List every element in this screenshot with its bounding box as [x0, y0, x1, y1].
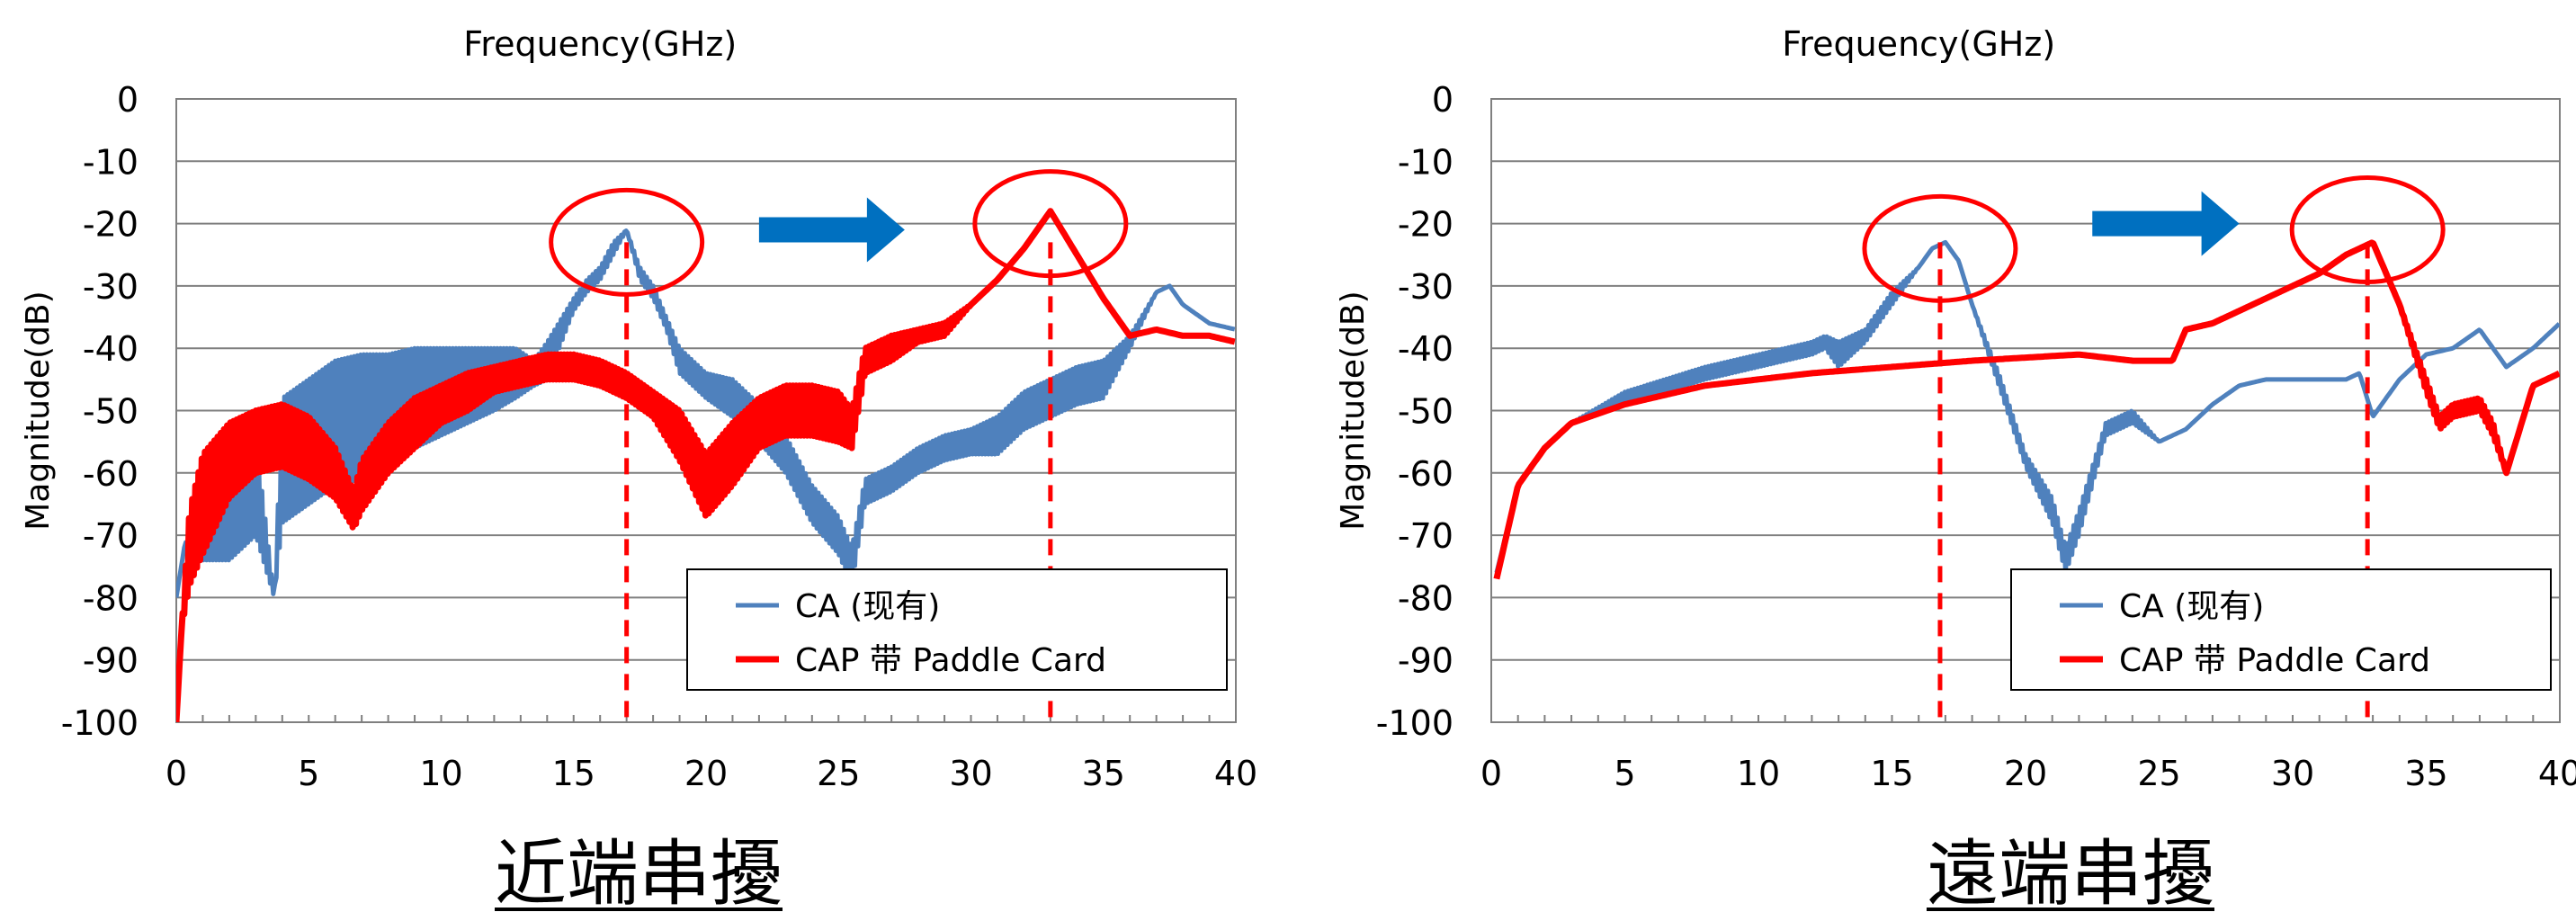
y-tick-label: -70 — [83, 516, 139, 556]
legend-box — [686, 568, 1228, 691]
caption-far-end: 遠端串擾 — [1927, 832, 2214, 916]
x-axis-label: Frequency(GHz) — [1782, 24, 2055, 64]
y-tick-label: -90 — [1398, 641, 1453, 681]
y-tick-label: -40 — [1398, 329, 1453, 369]
y-tick-label: -100 — [61, 703, 139, 743]
x-tick-label: 0 — [165, 754, 187, 793]
x-tick-label: 30 — [949, 754, 992, 793]
peak-circle — [549, 187, 705, 297]
chart-panel-far-end: 0 -10 -20 -30 -40 -50 -60 -70 -80 -90 -100 0 5 10 15 20… — [1288, 0, 2576, 921]
shift-arrow — [758, 197, 905, 263]
y-axis-label: Magnitude(dB) — [20, 291, 57, 530]
x-tick-label: 0 — [1480, 754, 1502, 793]
y-tick-label: 0 — [1432, 80, 1453, 120]
y-tick-label: -60 — [83, 454, 139, 494]
y-tick-label: -10 — [83, 142, 139, 182]
y-tick-label: -30 — [1398, 267, 1453, 307]
x-tick-label: 10 — [1737, 754, 1780, 793]
x-tick-label: 25 — [817, 754, 860, 793]
x-tick-label: 15 — [552, 754, 595, 793]
y-tick-label: -20 — [83, 205, 139, 245]
legend-label: CAP 带 Paddle Card — [795, 642, 1106, 679]
peak-circle — [2289, 175, 2446, 285]
shift-arrow — [2092, 191, 2240, 256]
y-tick-label: -70 — [1398, 516, 1453, 556]
y-tick-label: 0 — [117, 80, 139, 120]
x-tick-label: 40 — [2538, 754, 2576, 793]
x-tick-label: 15 — [1870, 754, 1913, 793]
y-axis-label: Magnitude(dB) — [1335, 291, 1372, 530]
legend-label: CA (现有) — [795, 588, 940, 625]
y-tick-label: -90 — [83, 641, 139, 681]
legend-box — [2010, 568, 2552, 691]
y-tick-label: -30 — [83, 267, 139, 307]
legend-label: CAP 带 Paddle Card — [2119, 642, 2430, 679]
y-tick-label: -40 — [83, 329, 139, 369]
series-line-0 — [1494, 239, 2560, 576]
chart-panel-near-end: 0 -10 -20 -30 -40 -50 -60 -70 -80 -90 -100 0 5 10 15 20… — [20, 24, 1257, 916]
y-tick-label: -80 — [1398, 578, 1453, 618]
y-tick-label: -60 — [1398, 454, 1453, 494]
legend-label: CA (现有) — [2119, 588, 2264, 625]
series-line-0 — [176, 228, 1236, 598]
y-tick-label: -50 — [1398, 392, 1453, 432]
series-line-1 — [176, 208, 1236, 722]
x-tick-label: 5 — [298, 754, 319, 793]
x-tick-label: 10 — [419, 754, 462, 793]
x-tick-label: 20 — [684, 754, 728, 793]
series-line-1 — [1493, 239, 2560, 580]
caption-near-end: 近端串擾 — [495, 832, 783, 916]
x-tick-label: 5 — [1614, 754, 1635, 793]
y-tick-label: -80 — [83, 578, 139, 618]
y-tick-label: -20 — [1398, 205, 1453, 245]
x-tick-label: 35 — [2404, 754, 2447, 793]
x-tick-label: 20 — [2004, 754, 2047, 793]
x-tick-label: 40 — [1214, 754, 1257, 793]
x-tick-label: 25 — [2137, 754, 2180, 793]
x-tick-label: 35 — [1082, 754, 1125, 793]
legend: CA (现有) CAP 带 Paddle Card — [2010, 568, 2552, 691]
x-axis-label: Frequency(GHz) — [463, 24, 737, 64]
y-tick-label: -100 — [1376, 703, 1453, 743]
chart-far-end-crosstalk: 0 -10 -20 -30 -40 -50 -60 -70 -80 -90 -100 0 5 10 15 20… — [1335, 24, 2576, 793]
peak-circle — [1862, 193, 2018, 303]
x-tick-label: 30 — [2271, 754, 2314, 793]
legend: CA (现有) CAP 带 Paddle Card — [686, 568, 1228, 691]
chart-near-end-crosstalk: 0 -10 -20 -30 -40 -50 -60 -70 -80 -90 -100 0 5 10 15 20… — [20, 24, 1257, 793]
y-tick-label: -10 — [1398, 142, 1453, 182]
y-tick-label: -50 — [83, 392, 139, 432]
peak-circle — [972, 169, 1129, 279]
